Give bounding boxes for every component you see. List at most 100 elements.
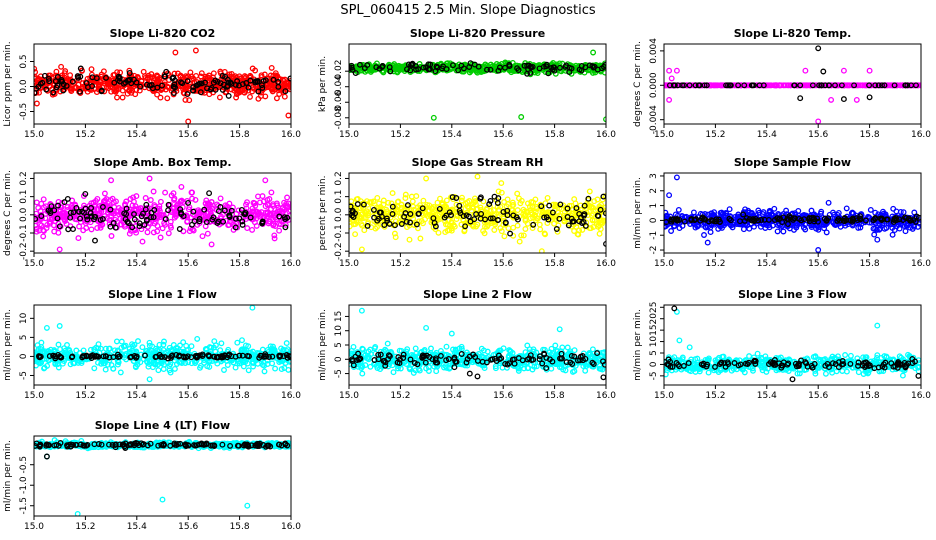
data-point xyxy=(190,208,197,215)
data-point xyxy=(582,367,589,374)
data-point xyxy=(594,66,601,73)
data-point xyxy=(352,70,359,77)
data-point xyxy=(188,354,195,361)
data-point xyxy=(268,189,275,196)
data-point xyxy=(589,346,596,353)
data-point xyxy=(110,365,117,372)
data-point xyxy=(88,71,95,78)
data-point xyxy=(380,69,387,76)
data-point xyxy=(862,217,869,224)
data-point xyxy=(835,82,842,89)
data-point xyxy=(780,228,787,235)
data-point xyxy=(490,215,496,222)
data-point xyxy=(375,215,382,222)
data-point xyxy=(668,75,675,82)
data-point xyxy=(40,233,47,240)
data-point xyxy=(207,207,214,214)
data-point xyxy=(196,216,203,222)
y-tick-label: -0.02 xyxy=(334,60,344,83)
data-point xyxy=(394,199,401,205)
data-point xyxy=(447,66,454,73)
data-point xyxy=(360,201,367,208)
data-point xyxy=(541,214,548,221)
data-point xyxy=(236,73,243,80)
data-point xyxy=(875,82,882,89)
data-point xyxy=(727,217,734,224)
data-point xyxy=(408,212,415,218)
data-point xyxy=(196,218,203,225)
data-point xyxy=(174,345,181,352)
data-point xyxy=(893,217,900,223)
data-point xyxy=(99,204,106,210)
y-tick-label: -0.5 xyxy=(19,103,29,121)
data-point xyxy=(87,353,94,360)
data-point xyxy=(197,89,204,96)
y-tick-label: 0.1 xyxy=(334,189,344,203)
data-point xyxy=(165,355,171,362)
data-point xyxy=(459,194,465,201)
data-point xyxy=(182,96,189,103)
data-point xyxy=(280,77,287,84)
data-point xyxy=(800,224,807,231)
data-point xyxy=(37,221,44,228)
data-point xyxy=(133,79,140,86)
data-point xyxy=(110,354,117,361)
y-tick-label: 0.2 xyxy=(334,171,344,185)
data-point xyxy=(71,360,78,366)
data-point xyxy=(356,61,363,68)
data-point xyxy=(53,68,60,75)
data-point xyxy=(407,67,414,74)
data-point xyxy=(224,76,231,83)
data-point xyxy=(673,174,680,181)
data-point xyxy=(594,196,601,203)
data-point xyxy=(104,361,111,368)
data-point xyxy=(487,215,494,222)
data-point xyxy=(406,236,413,243)
data-point xyxy=(255,95,262,102)
data-point xyxy=(838,82,845,89)
data-point xyxy=(595,213,602,219)
data-point xyxy=(180,213,187,220)
data-point xyxy=(36,354,43,361)
data-point xyxy=(228,353,235,360)
data-point xyxy=(762,225,769,231)
data-point xyxy=(199,233,206,240)
data-point xyxy=(791,82,798,89)
data-point xyxy=(204,363,211,370)
data-point xyxy=(245,367,252,374)
data-point xyxy=(154,228,161,235)
data-point xyxy=(494,200,501,206)
data-point xyxy=(741,82,748,89)
data-point xyxy=(810,222,817,229)
x-tick-label: 15.4 xyxy=(442,130,462,140)
data-point xyxy=(83,80,90,87)
data-point xyxy=(240,349,247,356)
x-tick-label: 16.0 xyxy=(596,130,616,140)
data-point xyxy=(556,64,563,71)
data-point xyxy=(872,82,879,89)
y-tick-label: -0.06 xyxy=(334,90,344,114)
data-point xyxy=(284,214,291,221)
data-point xyxy=(266,196,273,202)
data-point xyxy=(271,232,278,239)
data-point xyxy=(177,359,184,366)
data-point xyxy=(413,66,419,73)
data-point xyxy=(93,75,100,82)
data-point xyxy=(43,324,50,331)
data-point xyxy=(853,96,860,103)
data-point xyxy=(189,189,196,196)
data-point xyxy=(424,213,431,220)
data-point xyxy=(448,212,454,219)
data-point xyxy=(571,228,578,234)
data-point xyxy=(144,229,151,236)
data-point xyxy=(900,209,907,216)
x-tick-label: 15.6 xyxy=(178,259,198,269)
data-point xyxy=(69,78,76,85)
data-point xyxy=(126,346,133,352)
data-point xyxy=(847,217,854,224)
data-point xyxy=(398,221,405,227)
data-point xyxy=(783,207,790,214)
data-point xyxy=(364,208,370,215)
data-point xyxy=(544,220,551,227)
